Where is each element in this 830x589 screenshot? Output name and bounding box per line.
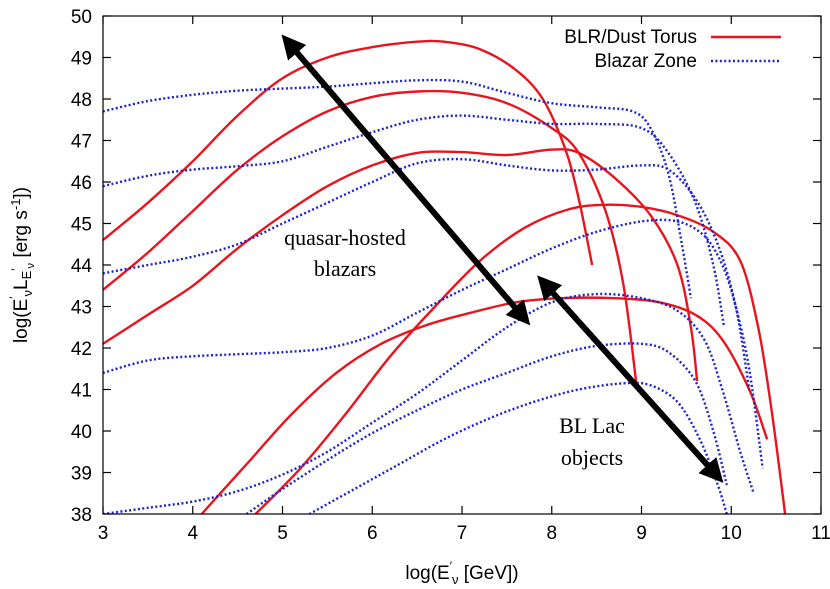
y-tick-label: 40 bbox=[71, 422, 92, 443]
y-axis-label: log(E′νLE′ν [erg s-1]) bbox=[7, 187, 37, 343]
plot-frame bbox=[102, 15, 822, 515]
y-tick-label: 50 bbox=[71, 7, 92, 28]
annotation-quasar-hosted-line1: quasar-hosted bbox=[284, 225, 406, 250]
y-tick-label: 46 bbox=[71, 173, 92, 194]
x-tick-label: 6 bbox=[367, 523, 378, 544]
x-tick-label: 9 bbox=[636, 523, 647, 544]
y-tick-label: 39 bbox=[71, 464, 92, 485]
series-line-blazar-zone-6 bbox=[103, 78, 693, 299]
legend-label-blr-dust-torus: BLR/Dust Torus bbox=[564, 27, 697, 48]
y-tick-label: 47 bbox=[71, 132, 92, 153]
annotation-bl-lac-line2: objects bbox=[561, 445, 623, 470]
series-line-blazar-zone-11 bbox=[245, 342, 728, 514]
annotation-quasar-hosted-line2: blazars bbox=[314, 256, 376, 281]
legend: BLR/Dust Torus Blazar Zone bbox=[564, 27, 781, 72]
x-axis-label: log(E′ν [GeV]) bbox=[405, 559, 518, 587]
y-tick-label: 43 bbox=[71, 298, 92, 319]
x-tick-label: 7 bbox=[457, 523, 468, 544]
annotation-bl-lac-line1: BL Lac bbox=[559, 413, 625, 438]
x-tick-label: 10 bbox=[721, 523, 742, 544]
y-tick-label: 48 bbox=[71, 90, 92, 111]
x-tick-label: 5 bbox=[277, 523, 288, 544]
y-tick-label: 42 bbox=[71, 339, 92, 360]
y-tick-label: 45 bbox=[71, 215, 92, 236]
x-tick-label: 11 bbox=[811, 523, 830, 544]
x-tick-label: 8 bbox=[546, 523, 557, 544]
legend-label-blazar-zone: Blazar Zone bbox=[595, 51, 697, 72]
series-layer bbox=[103, 39, 787, 514]
y-tick-label: 38 bbox=[71, 505, 92, 526]
series-line-blazar-zone-9 bbox=[103, 218, 764, 469]
y-tick-label: 49 bbox=[71, 49, 92, 70]
series-line-blazar-zone-7 bbox=[103, 114, 726, 328]
x-tick-label: 3 bbox=[98, 523, 109, 544]
series-line-blazar-zone-8 bbox=[103, 157, 751, 390]
series-line-blazar-zone-12 bbox=[308, 381, 728, 514]
double-arrow-1 bbox=[281, 34, 531, 326]
x-tick-label: 4 bbox=[187, 523, 198, 544]
y-tick-label: 41 bbox=[71, 381, 92, 402]
y-tick-label: 44 bbox=[71, 256, 93, 277]
double-arrow-2 bbox=[537, 275, 724, 483]
series-line-blr-dust-torus-4 bbox=[254, 203, 787, 514]
arrow-layer bbox=[281, 34, 724, 483]
